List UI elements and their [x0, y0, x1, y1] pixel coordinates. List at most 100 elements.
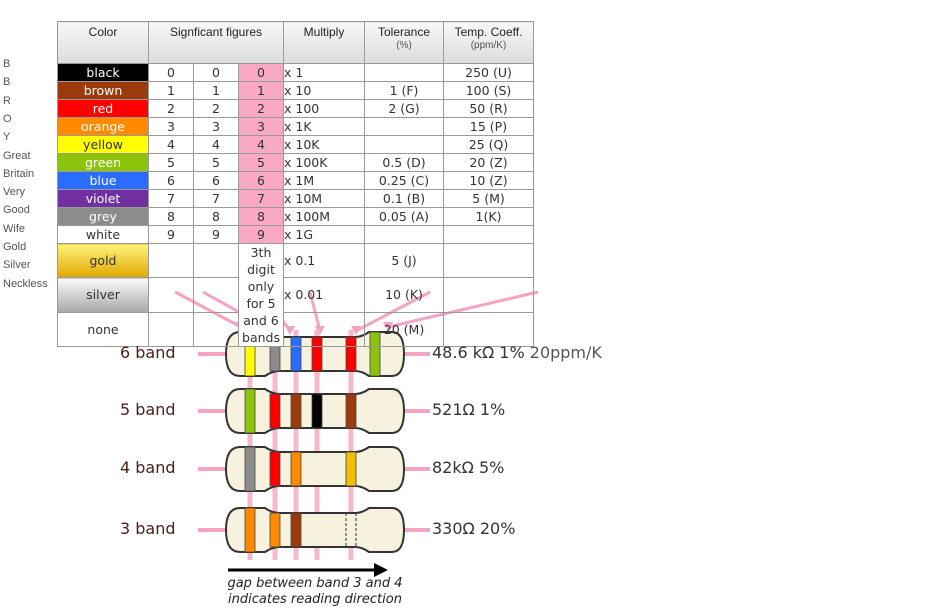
band-count-label: 3 band — [120, 519, 176, 538]
table-row: green 5 5 5 x 100K 0.5 (D) 20 (Z) — [57, 153, 534, 172]
header-multiply: Multiply — [283, 21, 365, 64]
temp-coeff-cell: 5 (M) — [443, 189, 534, 208]
multiplier-cell: x 1G — [283, 225, 365, 244]
table-row: none 20 (M) — [57, 311, 534, 348]
digit-2-cell: 5 — [193, 153, 239, 172]
mnemonic-word: Gold — [3, 241, 27, 253]
digit-2-cell — [193, 277, 239, 313]
resistance-value-text: 82kΩ 5% — [432, 458, 505, 477]
color-name-cell: gold — [57, 242, 149, 279]
mnemonic-word: Good — [3, 204, 30, 217]
temp-coeff-cell: 15 (P) — [443, 117, 534, 136]
tolerance-cell: 10 (K) — [364, 277, 444, 313]
resistance-value: 48.6 kΩ 1% 20ppm/K — [432, 343, 602, 362]
color-band — [244, 446, 256, 492]
digit-2-cell — [193, 242, 239, 279]
tolerance-cell: 20 (M) — [364, 311, 444, 348]
table-row: yellow 4 4 4 x 10K 25 (Q) — [57, 135, 534, 154]
table-row: violet 7 7 7 x 10M 0.1 (B) 5 (M) — [57, 189, 534, 208]
resistor-4-band — [198, 446, 430, 492]
mnemonic-word: R — [3, 94, 11, 107]
band-count-label: 5 band — [120, 400, 176, 419]
tolerance-cell: 1 (F) — [364, 81, 444, 100]
digit-3-cell: 9 — [238, 225, 284, 244]
header-color: Color — [57, 21, 149, 64]
color-code-table: Color Signficant figures Multiply Tolera… — [57, 21, 534, 348]
multiplier-cell — [283, 311, 365, 348]
table-row: blue 6 6 6 x 1M 0.25 (C) 10 (Z) — [57, 171, 534, 190]
resistance-value-text: 521Ω 1% — [432, 400, 506, 419]
table-row: silver x 0.01 10 (K) — [57, 277, 534, 313]
color-name-cell: yellow — [57, 135, 149, 154]
tolerance-cell — [364, 117, 444, 136]
digit-2-cell: 7 — [193, 189, 239, 208]
tolerance-cell — [364, 225, 444, 244]
resistor-3-band — [198, 507, 430, 553]
tolerance-cell — [364, 63, 444, 82]
temp-coeff-cell — [443, 277, 534, 313]
multiplier-cell: x 1 — [283, 63, 365, 82]
table-row: grey 8 8 8 x 100M 0.05 (A) 1(K) — [57, 207, 534, 226]
digit-2-cell: 8 — [193, 207, 239, 226]
reading-direction-arrow — [228, 563, 388, 577]
digit-3-cell: 1 — [238, 81, 284, 100]
table-row: brown 1 1 1 x 10 1 (F) 100 (S) — [57, 81, 534, 100]
color-name-cell: blue — [57, 171, 149, 190]
table-row: gold 3th digit only for 5 and 6 bands x 0.… — [57, 242, 534, 347]
color-band — [311, 393, 323, 429]
color-name-cell: none — [57, 311, 149, 348]
digit-1-cell — [148, 242, 194, 279]
digit-3-cell: 8 — [238, 207, 284, 226]
color-band — [269, 512, 281, 548]
temp-coeff-cell — [443, 311, 534, 348]
band-count-label: 4 band — [120, 458, 176, 477]
temp-coeff-cell — [443, 225, 534, 244]
header-significant-figures: Signficant figures — [148, 21, 284, 64]
tolerance-cell: 0.05 (A) — [364, 207, 444, 226]
multiplier-cell: x 100 — [283, 99, 365, 118]
mnemonic-word: B — [3, 58, 11, 70]
temp-coeff-text: 20ppm/K — [524, 343, 602, 362]
digit-1-cell: 9 — [148, 225, 194, 244]
color-band — [290, 393, 302, 429]
digit-1-cell — [148, 277, 194, 313]
digit-2-cell: 3 — [193, 117, 239, 136]
color-band — [269, 451, 281, 487]
temp-coeff-cell: 50 (R) — [443, 99, 534, 118]
temp-coeff-cell: 1(K) — [443, 207, 534, 226]
resistance-value-text: 48.6 kΩ 1% — [432, 343, 525, 362]
multiplier-cell: x 1M — [283, 171, 365, 190]
mnemonic-word: Neckless — [3, 277, 48, 290]
color-name-cell: red — [57, 99, 149, 118]
color-band — [290, 451, 302, 487]
mnemonic-word: Britain — [3, 167, 35, 180]
digit-2-cell: 4 — [193, 135, 239, 154]
table-row: orange 3 3 3 x 1K 15 (P) — [57, 117, 534, 136]
header-temp-coeff: Temp. Coeff. (ppm/K) — [443, 21, 534, 64]
digit-2-cell: 6 — [193, 171, 239, 190]
mnemonic-word: B — [3, 76, 11, 89]
multiplier-cell: x 10M — [283, 189, 365, 208]
resistance-value: 82kΩ 5% — [432, 458, 504, 477]
caption-line-2: indicates reading direction — [228, 592, 402, 607]
tolerance-cell: 5 (J) — [364, 242, 444, 279]
digit-3-cell: 4 — [238, 135, 284, 154]
digit-3-cell: 7 — [238, 189, 284, 208]
digit-1-cell: 8 — [148, 207, 194, 226]
digit-1-cell: 6 — [148, 171, 194, 190]
color-name-cell: grey — [57, 207, 149, 226]
digit-1-cell: 2 — [148, 99, 194, 118]
digit-3-cell: 3 — [238, 117, 284, 136]
color-name-cell: black — [57, 63, 149, 82]
temp-coeff-cell: 100 (S) — [443, 81, 534, 100]
digit-3-cell: 6 — [238, 171, 284, 190]
multiplier-cell: x 10K — [283, 135, 365, 154]
tolerance-cell: 0.1 (B) — [364, 189, 444, 208]
color-name-cell: white — [57, 225, 149, 244]
digit-2-cell: 2 — [193, 99, 239, 118]
color-name-cell: violet — [57, 189, 149, 208]
color-name-cell: silver — [57, 277, 149, 313]
mnemonic-word: Y — [3, 131, 11, 144]
color-name-cell: orange — [57, 117, 149, 136]
resistor-5-band — [198, 388, 430, 434]
